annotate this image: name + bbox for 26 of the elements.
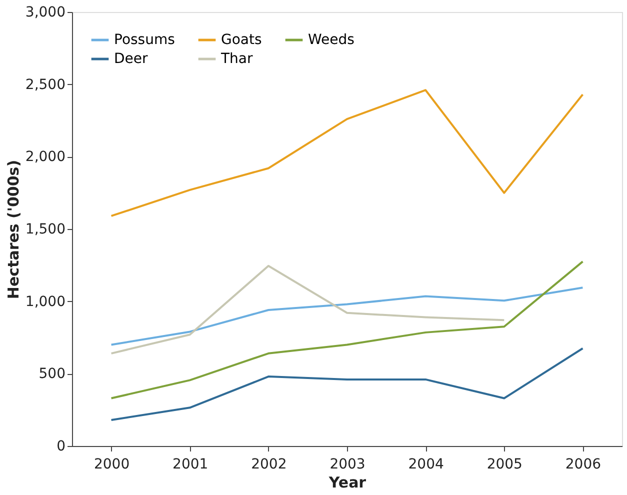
x-tick-label: 2005 — [486, 456, 522, 472]
x-tick-label: 2001 — [172, 456, 208, 472]
legend-label: Goats — [221, 32, 262, 48]
y-tick-label: 1,000 — [25, 294, 66, 310]
legend-label: Thar — [220, 51, 254, 67]
y-tick-label: 2,500 — [25, 76, 66, 93]
line-series — [110, 286, 584, 346]
y-tick-label: 3,000 — [25, 4, 66, 20]
x-axis-title: Year — [328, 474, 367, 492]
x-tick-label: 2006 — [565, 456, 602, 472]
line-series — [110, 347, 584, 421]
legend-label: Deer — [114, 51, 148, 67]
legend-label: Weeds — [308, 32, 354, 48]
line-series — [110, 260, 584, 400]
x-tick-label: 2004 — [408, 456, 444, 472]
y-tick-label: 2,000 — [25, 149, 66, 166]
legend-label: Possums — [114, 32, 175, 48]
line-series — [110, 89, 584, 217]
x-tick-label: 2002 — [251, 456, 287, 472]
y-axis-title: Hectares ('000s) — [4, 160, 22, 300]
y-tick-label: 0 — [56, 438, 66, 454]
line-series — [110, 264, 506, 354]
y-tick-label: 1,500 — [25, 222, 66, 238]
y-tick-label: 500 — [38, 366, 66, 382]
x-tick-label: 2003 — [330, 456, 366, 472]
x-tick-label: 2000 — [94, 456, 130, 472]
